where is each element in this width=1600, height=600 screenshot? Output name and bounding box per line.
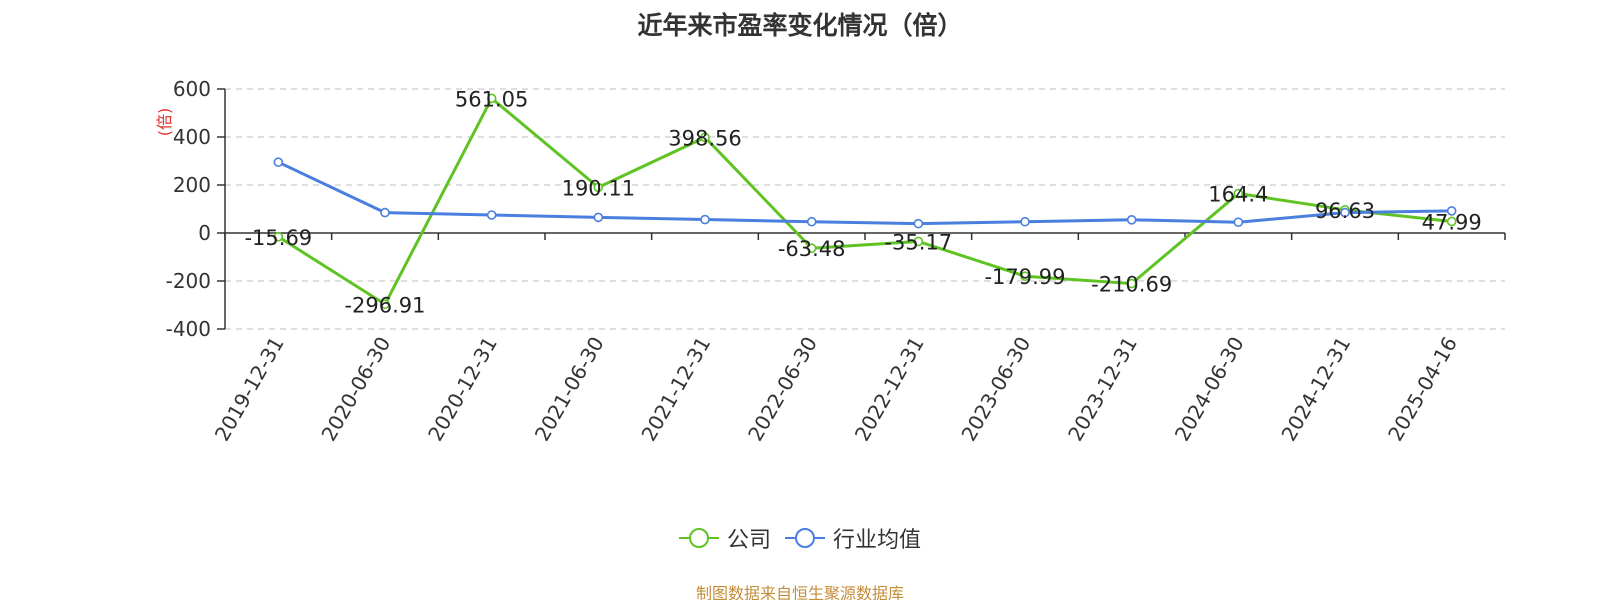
x-tick-label: 2024-12-31 (1276, 333, 1355, 446)
company-data-label: 398.56 (668, 126, 741, 150)
y-tick-label: 600 (173, 77, 211, 101)
chart-title: 近年来市盈率变化情况（倍） (637, 11, 963, 40)
industry-average-data-point[interactable] (380, 207, 390, 218)
industry-average-data-point[interactable] (1020, 216, 1030, 227)
industry-average-data-point[interactable] (1446, 206, 1457, 216)
company-data-point[interactable] (806, 243, 817, 254)
company-data-point[interactable] (380, 299, 390, 310)
company-data-label: -296.91 (344, 293, 425, 317)
company-data-point[interactable] (1126, 278, 1137, 289)
company-data-label: -15.69 (244, 226, 312, 250)
company-data-point[interactable] (486, 93, 497, 104)
company-data-point[interactable] (1233, 188, 1244, 199)
x-tick-label: 2025-04-16 (1383, 333, 1462, 446)
legend-label-industry-average: 行业均值 (833, 528, 922, 553)
company-data-point[interactable] (1020, 271, 1030, 281)
x-tick-label: 2020-06-30 (316, 333, 395, 446)
legend-line-circle-icon (785, 528, 825, 548)
company-data-label: 164.4 (1208, 183, 1268, 207)
company-data-label: 96.63 (1315, 199, 1375, 223)
legend-label-company: 公司 (726, 528, 771, 553)
industry-average-data-point[interactable] (1340, 207, 1350, 218)
legend-line-circle-icon (678, 528, 719, 548)
company-data-label: -179.99 (984, 265, 1065, 289)
x-tick-label: 2021-06-30 (530, 333, 609, 446)
company-data-point[interactable] (273, 231, 284, 242)
industry-average-data-point[interactable] (700, 214, 710, 225)
company-data-point[interactable] (593, 182, 604, 193)
industry-average-data-point[interactable] (1126, 215, 1137, 225)
company-data-point[interactable] (700, 132, 710, 143)
legend-item-company[interactable]: 公司 (678, 522, 771, 554)
industry-average-data-point[interactable] (593, 212, 604, 223)
company-series-line (277, 96, 1452, 306)
company-data-label: 190.11 (562, 176, 635, 200)
legend-item-industry-average[interactable]: 行业均值 (785, 522, 921, 554)
company-data-label: -63.48 (778, 237, 846, 261)
x-tick-label: 2019-12-31 (210, 333, 289, 446)
company-data-label: -35.17 (884, 230, 952, 254)
company-data-point[interactable] (1446, 216, 1457, 227)
company-data-label: 561.05 (455, 87, 528, 111)
x-tick-label: 2022-12-31 (850, 332, 929, 445)
y-tick-label: 200 (173, 173, 211, 197)
x-tick-label: 2023-06-30 (956, 333, 1035, 446)
x-tick-label: 2024-06-30 (1170, 333, 1249, 446)
company-data-label: 47.99 (1422, 210, 1482, 234)
y-tick-label: 0 (198, 221, 211, 245)
y-axis-label: (倍) (155, 108, 174, 137)
industry-average-data-point[interactable] (806, 216, 817, 227)
company-data-point[interactable] (913, 236, 924, 247)
y-tick-label: 400 (173, 125, 211, 149)
y-tick-label: -400 (166, 317, 211, 341)
x-tick-label: 2021-12-31 (636, 333, 715, 446)
y-tick-label: -200 (166, 269, 211, 293)
industry-average-data-point[interactable] (1233, 217, 1244, 227)
data-source-note: 制图数据来自恒生聚源数据库 (695, 584, 904, 600)
industry-average-data-point[interactable] (913, 218, 924, 229)
chart-legend: 公司 行业均值 (0, 522, 1600, 554)
x-tick-label: 2022-06-30 (743, 333, 822, 446)
x-tick-label: 2020-12-31 (423, 332, 502, 445)
x-tick-label: 2023-12-31 (1063, 333, 1142, 446)
industry-average-data-point[interactable] (486, 210, 497, 220)
industry-average-data-point[interactable] (273, 157, 284, 167)
company-data-label: -210.69 (1091, 273, 1172, 297)
industry-average-series-line (277, 160, 1452, 226)
